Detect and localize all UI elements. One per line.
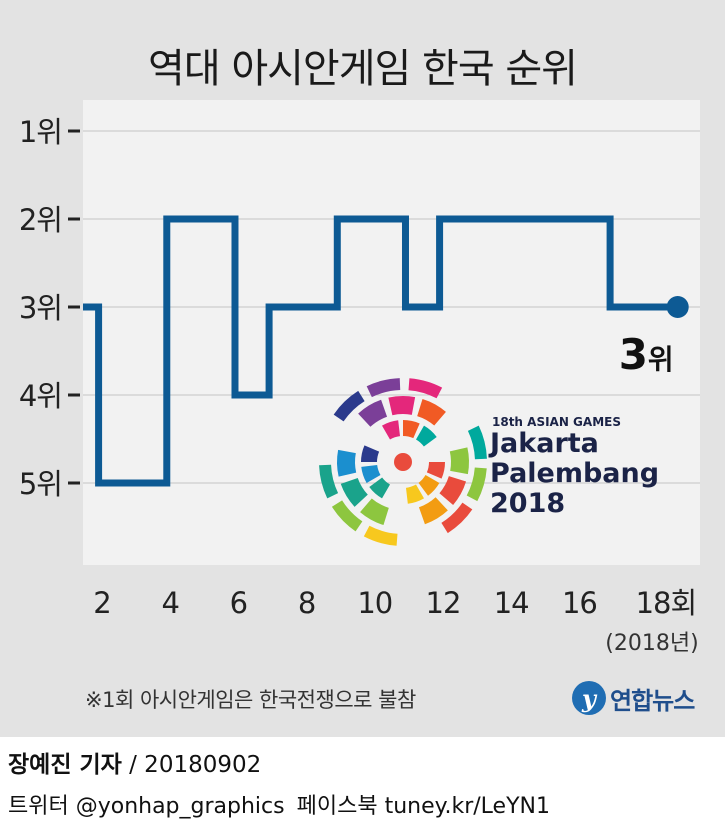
x-tick-label: 2 [93,586,110,620]
end-point-marker [666,296,689,318]
x-sub-label: (2018년) [605,631,698,656]
emblem-segment [449,447,470,475]
logo-line2: Jakarta [488,428,599,459]
y-tick-label: 3위 [19,291,62,325]
rank-chart: 1위 2위 3위 4위 5위 2 4 6 8 10 12 14 16 18회 (2018년) 18th A… [19,100,700,656]
emblem-segment [336,449,357,477]
y-tick-label: 4위 [19,379,62,413]
twitter-link[interactable]: 트위터 @yonhap_graphics [8,794,285,819]
emblem-segment [467,425,487,460]
emblem-segment [331,500,363,532]
chart-title: 역대 아시안게임 한국 순위 [148,46,578,92]
facebook-link[interactable]: 페이스북 tuney.kr/LeYN1 [296,794,550,819]
emblem-segment [417,398,446,426]
social-links: 트위터 @yonhap_graphics 페이스북 tuney.kr/LeYN1 [8,788,550,820]
emblem-segment [369,477,390,499]
x-tick-label: 12 [426,586,461,620]
emblem-segment [360,498,389,526]
emblem-segment [363,525,398,546]
rank-series-line [83,215,678,487]
emblem-segment [418,475,440,496]
y-tick-label: 2위 [19,203,62,237]
end-rank-label: 3위 [619,330,674,379]
emblem-segment [426,462,445,479]
emblem-segment [466,467,487,502]
publish-date: / 20180902 [129,752,262,778]
footnote: ※1회 아시안게임은 한국전쟁으로 불참 [85,688,416,712]
emblem-segment [405,484,424,504]
y-tick-label: 5위 [19,467,62,501]
emblem-segment [340,477,368,507]
reporter-name: 장예진 기자 [8,752,122,778]
x-tick-label: 18회 [636,586,697,620]
emblem-segment [361,464,381,483]
emblem-center [394,453,412,471]
x-tick-label: 10 [357,586,392,620]
emblem-segment [403,420,420,439]
logo-line1: 18th ASIAN GAMES [492,415,621,429]
emblem-segment [358,399,388,427]
emblem-segment [439,476,467,505]
logo-line3: Palembang [490,458,659,489]
emblem-segment [333,390,365,422]
emblem-segment [416,425,437,447]
end-rank-value: 3 [619,330,648,379]
emblem-segment [441,502,473,534]
plot-area [83,100,700,565]
emblem-segment [319,464,339,499]
yonhap-logo-icon: y [572,681,606,715]
emblem-segment [382,420,401,440]
x-tick-label: 6 [230,586,247,620]
emblem-segment [361,445,380,462]
end-rank-unit: 위 [648,343,674,376]
x-tick-label: 4 [161,586,178,620]
emblem-segment [366,378,401,398]
yonhap-brand: y 연합뉴스 [572,678,695,718]
x-tick-label: 8 [298,586,315,620]
emblem-segment [418,497,448,525]
logo-line4: 2018 [490,488,565,519]
yonhap-brand-name: 연합뉴스 [610,686,695,715]
y-tick-label: 1위 [19,115,62,149]
emblem-segment [408,378,443,399]
emblem-segment [388,396,416,416]
x-tick-label: 14 [494,586,529,620]
reporter-credit: 장예진 기자 / 20180902 [8,745,261,779]
x-tick-label: 16 [562,586,597,620]
